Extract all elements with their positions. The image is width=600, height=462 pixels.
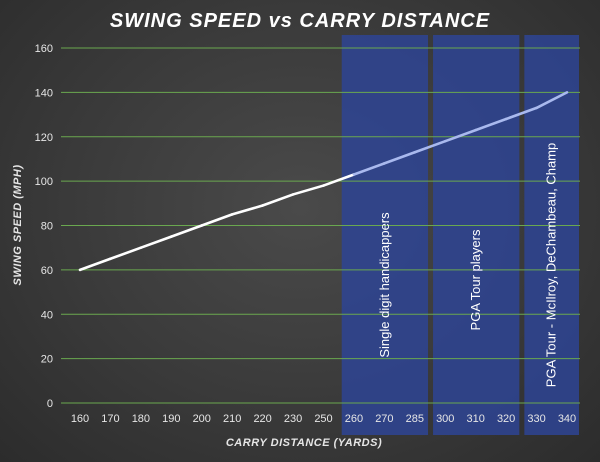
x-tick-label-170: 170 [101, 413, 119, 425]
x-tick-label-320: 320 [497, 413, 515, 425]
band-3 [524, 35, 579, 435]
x-tick-label-260: 260 [345, 413, 363, 425]
y-tick-label-120: 120 [35, 132, 53, 144]
x-tick-label-210: 210 [223, 413, 241, 425]
series-layer [78, 91, 569, 272]
x-tick-label-310: 310 [467, 413, 485, 425]
y-tick-label-60: 60 [41, 265, 53, 277]
series-segment-6 [230, 204, 264, 216]
series-segment-8 [291, 184, 325, 196]
series-segment-9 [322, 173, 356, 187]
x-tick-label-200: 200 [193, 413, 211, 425]
series-segment-2 [109, 246, 143, 261]
series-segment-14 [474, 117, 508, 132]
series-segment-11 [383, 150, 417, 165]
series-segment-16 [535, 91, 569, 110]
band-1 [341, 35, 429, 435]
y-ticks-layer: 0 20 40 60 80 100 120 140 160 [35, 43, 53, 410]
series-segment-10 [352, 162, 386, 176]
x-axis-title: CARRY DISTANCE (YARDS) [226, 437, 382, 449]
x-tick-label-330: 330 [527, 413, 545, 425]
series-segment-3 [139, 235, 173, 249]
series-segment-4 [170, 224, 204, 238]
x-tick-label-340: 340 [558, 413, 576, 425]
band-label-2: PGA Tour players [468, 229, 483, 330]
x-ticks-layer: 160 170 180 190 200 210 220 230 250 260 270 285 300 3… [71, 413, 576, 425]
x-tick-label-190: 190 [162, 413, 180, 425]
x-tick-label-270: 270 [375, 413, 393, 425]
band-label-1: Single digit handicappers [377, 212, 392, 358]
series-segment-1 [78, 257, 112, 272]
y-tick-label-140: 140 [35, 87, 53, 99]
x-tick-label-180: 180 [132, 413, 150, 425]
x-tick-label-220: 220 [253, 413, 271, 425]
y-axis-title: SWING SPEED (MPH) [12, 165, 24, 286]
series-segment-12 [413, 139, 447, 154]
series-segment-13 [443, 128, 477, 143]
series-segment-15 [504, 106, 538, 121]
series-segment-5 [200, 213, 234, 227]
y-tick-label-100: 100 [35, 176, 53, 188]
x-tick-label-250: 250 [314, 413, 332, 425]
chart-title: SWING SPEED vs CARRY DISTANCE [110, 10, 490, 32]
band-2 [433, 35, 520, 435]
x-tick-label-160: 160 [71, 413, 89, 425]
y-tick-label-20: 20 [41, 354, 53, 366]
x-tick-label-230: 230 [284, 413, 302, 425]
y-tick-label-80: 80 [41, 221, 53, 233]
x-tick-label-300: 300 [436, 413, 454, 425]
x-tick-label-285: 285 [406, 413, 424, 425]
band-label-3: PGA Tour - McIlroy, DeChambeau, Champ [544, 143, 559, 387]
y-tick-label-160: 160 [35, 43, 53, 55]
series-segment-7 [261, 193, 295, 207]
y-tick-label-0: 0 [47, 398, 53, 410]
y-tick-label-40: 40 [41, 309, 53, 321]
bands-layer [341, 35, 579, 435]
gridlines-layer [61, 47, 580, 404]
band-labels-layer: Single digit handicappers PGA Tour player… [377, 143, 559, 387]
